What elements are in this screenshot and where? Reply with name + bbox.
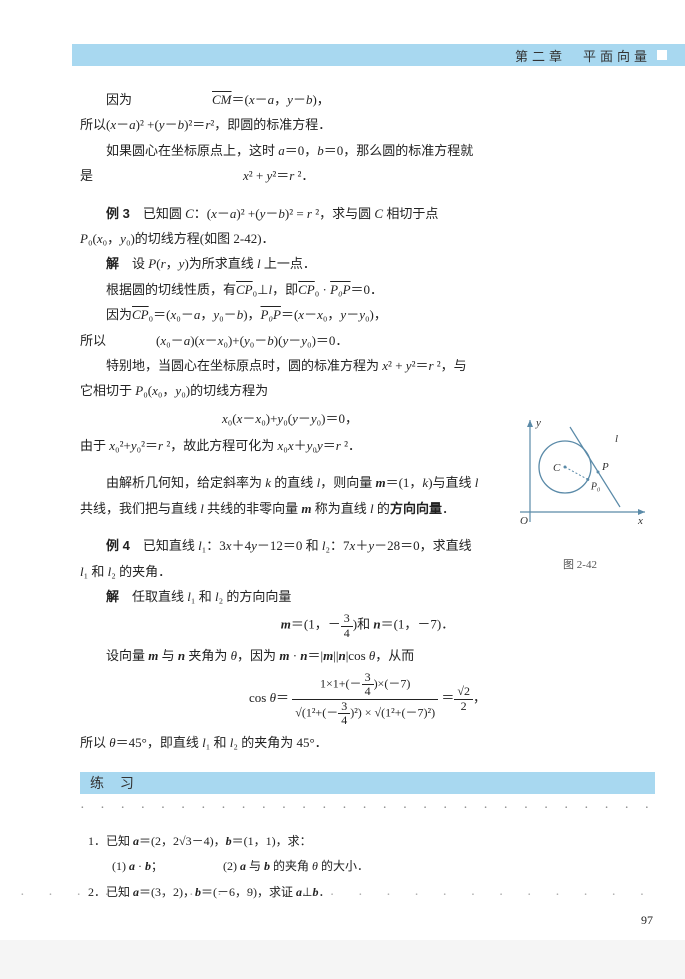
example-3-statement: 例 3 已知圆 C：(x－a)² +(y－b)² = r ²，求与圆 C 相切于…	[80, 202, 655, 225]
content-area: 因为CM＝(x－a，y－b)， 所以(x－a)² +(y－b)²＝r²，即圆的标…	[80, 88, 655, 907]
para-origin-eq-line: 是x² + y²＝r ²．	[80, 164, 655, 187]
chapter-label: 第二章 平面向量	[515, 46, 651, 65]
para-because: 因为CM＝(x－a，y－b)，	[80, 88, 655, 111]
example-3: 例 3 已知圆 C：(x－a)² +(y－b)² = r ²，求与圆 C 相切于…	[80, 202, 655, 458]
svg-text:P₀: P₀	[590, 482, 601, 493]
header-marker	[657, 50, 667, 60]
page-number: 97	[641, 913, 653, 928]
svg-text:O: O	[520, 515, 528, 527]
svg-text:l: l	[615, 433, 618, 445]
figure-2-42: C PP₀ Ox y l 图 2-42	[505, 412, 655, 576]
svg-text:x: x	[637, 515, 643, 527]
solution-3-text: 解 设 P(r，y)为所求直线 l 上一点． 根据圆的切线性质，有CP₀⊥l，即…	[80, 252, 500, 457]
example-3-statement-2: P₀(x₀，y₀)的切线方程(如图 2-42)．	[80, 227, 655, 250]
example-4-label: 例 4	[106, 538, 130, 553]
page: 第二章 平面向量 因为CM＝(x－a，y－b)， 所以(x－a)² +(y－b)…	[0, 0, 685, 940]
figure-svg: C PP₀ Ox y l	[510, 412, 650, 552]
footer-dots: · · · · · · · · · · · · · · · · · · · · …	[20, 888, 665, 904]
figure-caption: 图 2-42	[505, 556, 655, 576]
chapter-header: 第二章 平面向量	[72, 44, 685, 66]
para-origin-case: 如果圆心在坐标原点上，这时 a＝0，b＝0，那么圆的标准方程就	[80, 139, 655, 162]
cos-formula: cos θ＝ 1×1+(－34)×(－7)√(1²+(－34)²) × √(1²…	[80, 671, 655, 727]
solution-label: 解	[106, 256, 119, 271]
svg-text:C: C	[553, 462, 561, 474]
solution-label-2: 解	[106, 589, 119, 604]
svg-text:y: y	[535, 417, 541, 429]
exercise-header: 练 习	[80, 772, 655, 794]
example-3-label: 例 3	[106, 206, 130, 221]
dot-divider: · · · · · · · · · · · · · · · · · · · · …	[80, 796, 655, 821]
para-standard-eq: 所以(x－a)² +(y－b)²＝r²，即圆的标准方程．	[80, 113, 655, 136]
svg-text:P: P	[601, 461, 609, 473]
